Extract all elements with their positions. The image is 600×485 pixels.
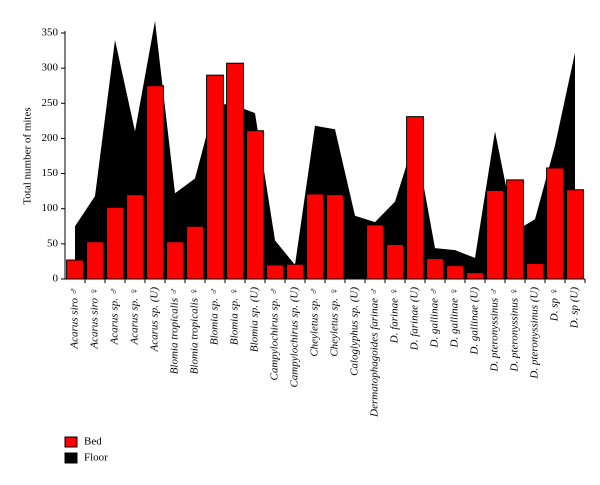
bar [206,74,224,280]
y-tick-label: 350 [42,27,59,39]
bar [546,167,564,280]
x-tick-label: Blomia sp. ♀ [229,287,241,345]
bar [226,62,244,280]
bar [446,265,464,280]
y-tick-label: 200 [42,132,59,144]
x-tick-label: Blomia tropicalis ♂ [169,287,181,374]
bar [506,179,524,280]
x-tick-label: D. sp ♀ [549,287,561,322]
x-tick-label: Acarus sp. (U) [149,287,161,353]
bar [386,244,404,280]
x-tick-label: D. pteronyssinus ♀ [509,287,521,373]
legend-label: Bed [84,436,102,448]
y-axis-label: Total number of mites [22,107,34,204]
y-tick-label: 300 [42,62,59,74]
bar [566,189,584,280]
x-tick-label: Acarus siro ♂ [69,287,81,350]
bar [166,241,184,280]
bar [106,206,124,280]
x-tick-label: D. sp (U) [569,287,581,330]
legend-swatch [64,436,78,448]
bar [426,258,444,280]
x-tick-label: D. farinae ♀ [389,287,401,344]
x-tick-label: D. gallinae ♂ [429,287,441,349]
x-tick-label: Caloglyphus sp. (U) [349,287,361,376]
x-tick-label: Blomia sp. ♂ [209,287,221,345]
x-tick-label: Acarus siro ♀ [89,287,101,350]
y-tick-label: 250 [42,97,59,109]
x-tick-label: D. farinae (U) [409,287,421,352]
x-tick-label: Blomia sp. (U) [249,287,261,352]
bar [366,224,384,280]
bar [266,264,284,280]
bar [286,263,304,280]
x-tick-label: Dermatophagoides farinae ♂ [369,287,381,418]
y-tick-label: 100 [42,202,59,214]
bar [246,130,264,280]
bar [526,263,544,280]
bar [486,189,504,280]
x-tick-label: D. pteronyssinus ♂ [489,287,501,373]
bar [86,241,104,280]
bar [306,193,324,280]
bar [126,194,144,280]
bar [326,194,344,280]
y-tick-label: 50 [47,237,59,249]
x-tick-label: Blomia tropicalis ♀ [189,287,201,374]
area [75,21,575,280]
x-tick-label: Cheyletus sp. ♂ [309,287,321,357]
x-tick-label: Campylochirus sp. (U) [289,287,301,388]
x-tick-label: Acarus sp. ♂ [109,287,121,345]
x-tick-label: D. pteronyssinus (U) [529,287,541,380]
x-tick-label: Campylochirus sp. ♂ [269,287,281,381]
bar [186,225,204,280]
legend-swatch [64,452,78,464]
x-tick-label: D. gallinae (U) [469,287,481,356]
x-tick-label: Cheyletus sp. ♀ [329,287,341,357]
bar [406,116,424,280]
x-tick-label: Acarus sp. ♀ [129,287,141,345]
bar [146,85,164,280]
bar [66,259,84,280]
legend-label: Floor [84,452,108,464]
y-tick-label: 0 [53,273,59,285]
y-tick-label: 150 [42,167,59,179]
bar [466,272,484,280]
x-tick-label: D. gallinae ♀ [449,287,461,349]
